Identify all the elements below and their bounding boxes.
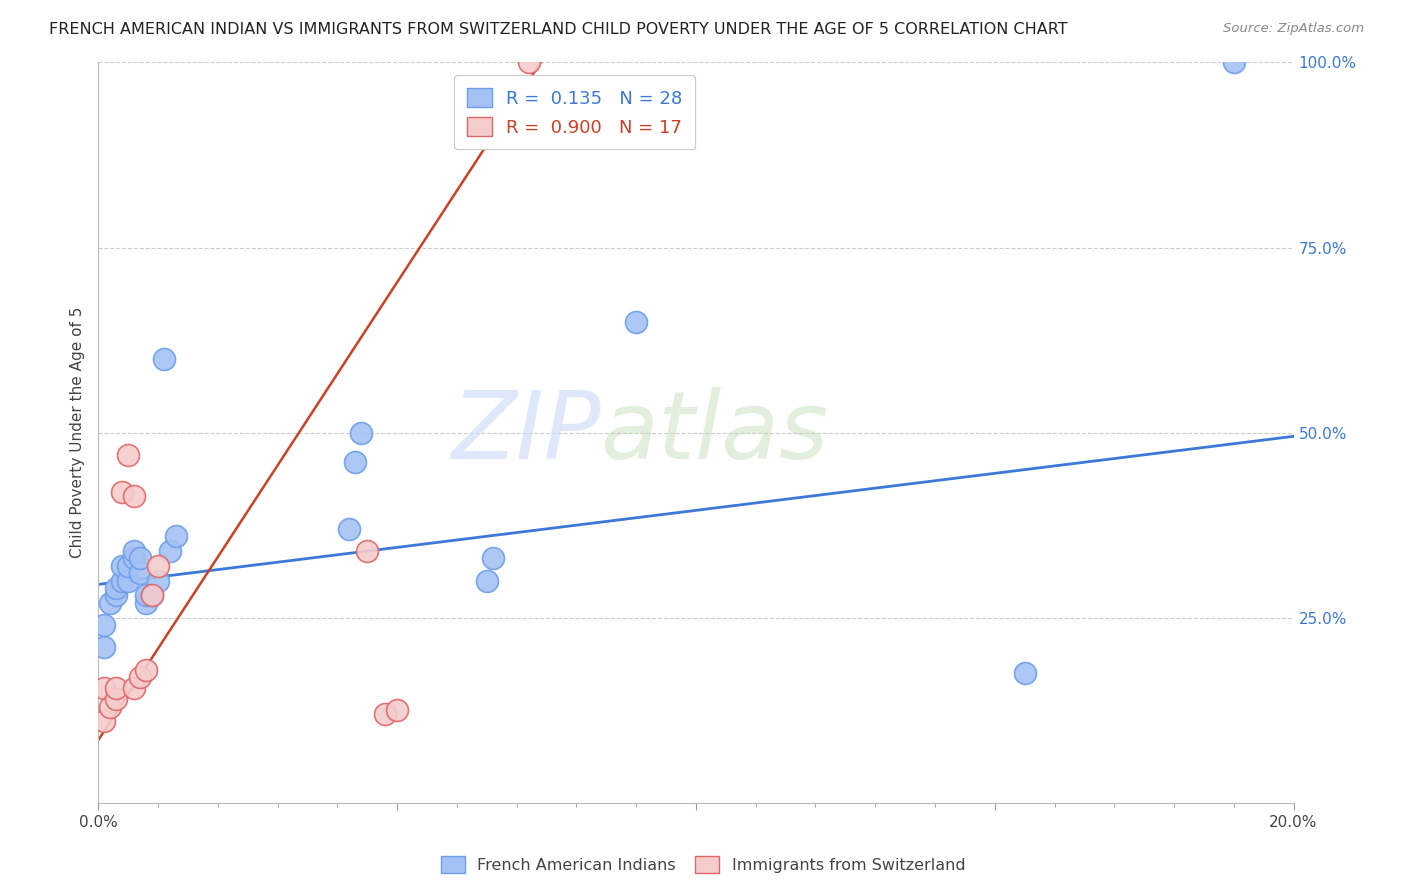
Point	[129, 566, 152, 581]
Legend: R =  0.135   N = 28, R =  0.900   N = 17: R = 0.135 N = 28, R = 0.900 N = 17	[454, 75, 696, 149]
Point	[124, 551, 146, 566]
Point	[105, 681, 128, 695]
Point	[117, 574, 139, 588]
Text: Source: ZipAtlas.com: Source: ZipAtlas.com	[1223, 22, 1364, 36]
Point	[1014, 666, 1036, 681]
Point	[124, 681, 146, 695]
Point	[105, 581, 128, 595]
Point	[93, 640, 115, 655]
Point	[93, 681, 115, 695]
Point	[374, 706, 396, 721]
Point	[385, 703, 409, 717]
Point	[124, 544, 146, 558]
Legend: French American Indians, Immigrants from Switzerland: French American Indians, Immigrants from…	[434, 849, 972, 880]
Point	[124, 489, 146, 503]
Point	[98, 596, 122, 610]
Point	[153, 351, 176, 366]
Point	[626, 314, 648, 328]
Point	[517, 55, 540, 70]
Point	[339, 522, 361, 536]
Text: atlas: atlas	[600, 387, 828, 478]
Point	[111, 484, 134, 499]
Point	[148, 574, 170, 588]
Point	[482, 551, 505, 566]
Point	[117, 448, 139, 462]
Point	[111, 558, 134, 573]
Point	[141, 589, 163, 603]
Point	[1223, 55, 1246, 70]
Point	[105, 589, 128, 603]
Point	[135, 663, 157, 677]
Point	[135, 589, 157, 603]
Text: FRENCH AMERICAN INDIAN VS IMMIGRANTS FROM SWITZERLAND CHILD POVERTY UNDER THE AG: FRENCH AMERICAN INDIAN VS IMMIGRANTS FRO…	[49, 22, 1067, 37]
Point	[129, 551, 152, 566]
Point	[159, 544, 181, 558]
Point	[93, 714, 115, 729]
Point	[93, 618, 115, 632]
Y-axis label: Child Poverty Under the Age of 5: Child Poverty Under the Age of 5	[69, 307, 84, 558]
Point	[475, 574, 498, 588]
Point	[117, 558, 139, 573]
Point	[98, 699, 122, 714]
Point	[356, 544, 378, 558]
Point	[148, 558, 170, 573]
Point	[111, 574, 134, 588]
Point	[350, 425, 373, 440]
Point	[129, 670, 152, 684]
Point	[165, 529, 187, 543]
Point	[344, 455, 367, 469]
Text: ZIP: ZIP	[451, 387, 600, 478]
Point	[135, 596, 157, 610]
Point	[141, 589, 163, 603]
Point	[105, 692, 128, 706]
